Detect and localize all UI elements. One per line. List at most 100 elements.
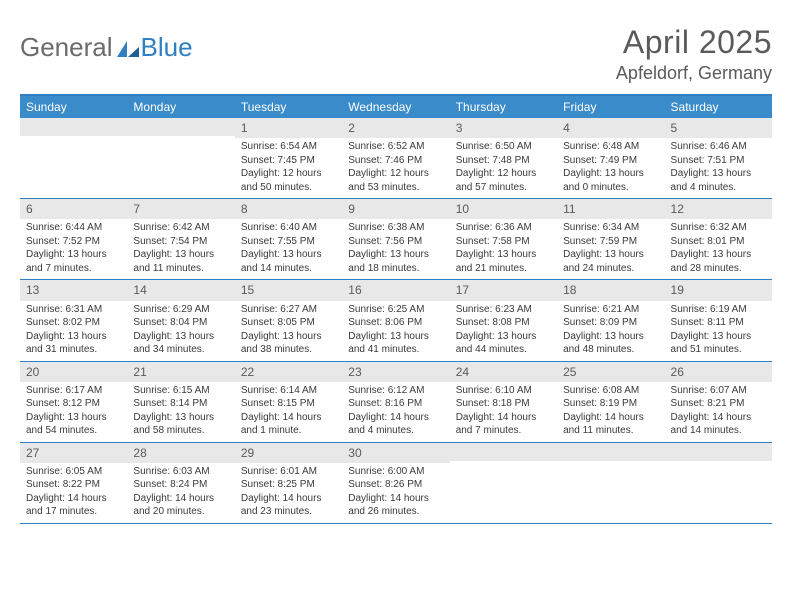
day-details: Sunrise: 6:40 AMSunset: 7:55 PMDaylight:… bbox=[235, 219, 342, 279]
day-number: 4 bbox=[557, 118, 664, 138]
day-details: Sunrise: 6:44 AMSunset: 7:52 PMDaylight:… bbox=[20, 219, 127, 279]
day-details: Sunrise: 6:00 AMSunset: 8:26 PMDaylight:… bbox=[342, 463, 449, 523]
day-details: Sunrise: 6:52 AMSunset: 7:46 PMDaylight:… bbox=[342, 138, 449, 198]
day-cell: 15Sunrise: 6:27 AMSunset: 8:05 PMDayligh… bbox=[235, 280, 342, 360]
week-row: 1Sunrise: 6:54 AMSunset: 7:45 PMDaylight… bbox=[20, 118, 772, 199]
day-number: 10 bbox=[450, 199, 557, 219]
day-details: Sunrise: 6:27 AMSunset: 8:05 PMDaylight:… bbox=[235, 301, 342, 361]
day-header: Sunday bbox=[20, 96, 127, 118]
day-cell: 30Sunrise: 6:00 AMSunset: 8:26 PMDayligh… bbox=[342, 443, 449, 523]
day-cell: 11Sunrise: 6:34 AMSunset: 7:59 PMDayligh… bbox=[557, 199, 664, 279]
day-cell: 14Sunrise: 6:29 AMSunset: 8:04 PMDayligh… bbox=[127, 280, 234, 360]
brand-logo: General Blue bbox=[20, 24, 193, 63]
day-number: 11 bbox=[557, 199, 664, 219]
day-number: 3 bbox=[450, 118, 557, 138]
day-number: 25 bbox=[557, 362, 664, 382]
day-cell: 3Sunrise: 6:50 AMSunset: 7:48 PMDaylight… bbox=[450, 118, 557, 198]
day-details: Sunrise: 6:17 AMSunset: 8:12 PMDaylight:… bbox=[20, 382, 127, 442]
day-details: Sunrise: 6:38 AMSunset: 7:56 PMDaylight:… bbox=[342, 219, 449, 279]
day-details: Sunrise: 6:32 AMSunset: 8:01 PMDaylight:… bbox=[665, 219, 772, 279]
day-number: 5 bbox=[665, 118, 772, 138]
calendar-page: General Blue April 2025 Apfeldorf, Germa… bbox=[0, 0, 792, 548]
day-number: 28 bbox=[127, 443, 234, 463]
day-cell: 17Sunrise: 6:23 AMSunset: 8:08 PMDayligh… bbox=[450, 280, 557, 360]
day-number bbox=[557, 443, 664, 461]
day-details: Sunrise: 6:50 AMSunset: 7:48 PMDaylight:… bbox=[450, 138, 557, 198]
day-number bbox=[20, 118, 127, 136]
day-details: Sunrise: 6:25 AMSunset: 8:06 PMDaylight:… bbox=[342, 301, 449, 361]
day-details: Sunrise: 6:34 AMSunset: 7:59 PMDaylight:… bbox=[557, 219, 664, 279]
day-cell: 28Sunrise: 6:03 AMSunset: 8:24 PMDayligh… bbox=[127, 443, 234, 523]
day-number: 24 bbox=[450, 362, 557, 382]
day-cell bbox=[450, 443, 557, 523]
day-cell: 21Sunrise: 6:15 AMSunset: 8:14 PMDayligh… bbox=[127, 362, 234, 442]
day-number: 14 bbox=[127, 280, 234, 300]
day-details: Sunrise: 6:08 AMSunset: 8:19 PMDaylight:… bbox=[557, 382, 664, 442]
day-details: Sunrise: 6:05 AMSunset: 8:22 PMDaylight:… bbox=[20, 463, 127, 523]
day-number: 18 bbox=[557, 280, 664, 300]
day-number: 1 bbox=[235, 118, 342, 138]
day-number: 7 bbox=[127, 199, 234, 219]
day-details: Sunrise: 6:12 AMSunset: 8:16 PMDaylight:… bbox=[342, 382, 449, 442]
day-header-row: Sunday Monday Tuesday Wednesday Thursday… bbox=[20, 96, 772, 118]
day-number: 29 bbox=[235, 443, 342, 463]
day-cell: 4Sunrise: 6:48 AMSunset: 7:49 PMDaylight… bbox=[557, 118, 664, 198]
day-cell: 7Sunrise: 6:42 AMSunset: 7:54 PMDaylight… bbox=[127, 199, 234, 279]
day-cell: 5Sunrise: 6:46 AMSunset: 7:51 PMDaylight… bbox=[665, 118, 772, 198]
day-number bbox=[127, 118, 234, 136]
day-cell: 26Sunrise: 6:07 AMSunset: 8:21 PMDayligh… bbox=[665, 362, 772, 442]
day-number: 6 bbox=[20, 199, 127, 219]
day-cell bbox=[127, 118, 234, 198]
day-details: Sunrise: 6:31 AMSunset: 8:02 PMDaylight:… bbox=[20, 301, 127, 361]
day-cell bbox=[665, 443, 772, 523]
day-cell: 24Sunrise: 6:10 AMSunset: 8:18 PMDayligh… bbox=[450, 362, 557, 442]
day-number: 27 bbox=[20, 443, 127, 463]
day-number: 8 bbox=[235, 199, 342, 219]
day-cell: 20Sunrise: 6:17 AMSunset: 8:12 PMDayligh… bbox=[20, 362, 127, 442]
day-details: Sunrise: 6:14 AMSunset: 8:15 PMDaylight:… bbox=[235, 382, 342, 442]
week-row: 6Sunrise: 6:44 AMSunset: 7:52 PMDaylight… bbox=[20, 199, 772, 280]
header: General Blue April 2025 Apfeldorf, Germa… bbox=[20, 24, 772, 84]
day-details: Sunrise: 6:21 AMSunset: 8:09 PMDaylight:… bbox=[557, 301, 664, 361]
location: Apfeldorf, Germany bbox=[616, 63, 772, 84]
day-details: Sunrise: 6:29 AMSunset: 8:04 PMDaylight:… bbox=[127, 301, 234, 361]
day-number bbox=[450, 443, 557, 461]
day-number: 21 bbox=[127, 362, 234, 382]
month-title: April 2025 bbox=[616, 24, 772, 61]
day-details: Sunrise: 6:36 AMSunset: 7:58 PMDaylight:… bbox=[450, 219, 557, 279]
day-number bbox=[665, 443, 772, 461]
day-cell: 19Sunrise: 6:19 AMSunset: 8:11 PMDayligh… bbox=[665, 280, 772, 360]
day-number: 19 bbox=[665, 280, 772, 300]
day-details: Sunrise: 6:46 AMSunset: 7:51 PMDaylight:… bbox=[665, 138, 772, 198]
day-cell: 29Sunrise: 6:01 AMSunset: 8:25 PMDayligh… bbox=[235, 443, 342, 523]
weeks-container: 1Sunrise: 6:54 AMSunset: 7:45 PMDaylight… bbox=[20, 118, 772, 524]
day-cell bbox=[557, 443, 664, 523]
day-cell: 27Sunrise: 6:05 AMSunset: 8:22 PMDayligh… bbox=[20, 443, 127, 523]
day-cell: 9Sunrise: 6:38 AMSunset: 7:56 PMDaylight… bbox=[342, 199, 449, 279]
day-header: Monday bbox=[127, 96, 234, 118]
day-details: Sunrise: 6:54 AMSunset: 7:45 PMDaylight:… bbox=[235, 138, 342, 198]
day-details: Sunrise: 6:23 AMSunset: 8:08 PMDaylight:… bbox=[450, 301, 557, 361]
brand-part1: General bbox=[20, 32, 113, 63]
title-block: April 2025 Apfeldorf, Germany bbox=[616, 24, 772, 84]
day-number: 2 bbox=[342, 118, 449, 138]
day-number: 26 bbox=[665, 362, 772, 382]
week-row: 13Sunrise: 6:31 AMSunset: 8:02 PMDayligh… bbox=[20, 280, 772, 361]
day-details: Sunrise: 6:03 AMSunset: 8:24 PMDaylight:… bbox=[127, 463, 234, 523]
day-cell: 13Sunrise: 6:31 AMSunset: 8:02 PMDayligh… bbox=[20, 280, 127, 360]
day-header: Wednesday bbox=[342, 96, 449, 118]
day-header: Friday bbox=[557, 96, 664, 118]
day-number: 17 bbox=[450, 280, 557, 300]
day-cell: 2Sunrise: 6:52 AMSunset: 7:46 PMDaylight… bbox=[342, 118, 449, 198]
day-number: 23 bbox=[342, 362, 449, 382]
day-cell: 23Sunrise: 6:12 AMSunset: 8:16 PMDayligh… bbox=[342, 362, 449, 442]
day-cell: 6Sunrise: 6:44 AMSunset: 7:52 PMDaylight… bbox=[20, 199, 127, 279]
day-cell: 16Sunrise: 6:25 AMSunset: 8:06 PMDayligh… bbox=[342, 280, 449, 360]
day-details: Sunrise: 6:10 AMSunset: 8:18 PMDaylight:… bbox=[450, 382, 557, 442]
day-cell: 22Sunrise: 6:14 AMSunset: 8:15 PMDayligh… bbox=[235, 362, 342, 442]
day-cell: 10Sunrise: 6:36 AMSunset: 7:58 PMDayligh… bbox=[450, 199, 557, 279]
week-row: 27Sunrise: 6:05 AMSunset: 8:22 PMDayligh… bbox=[20, 443, 772, 524]
calendar: Sunday Monday Tuesday Wednesday Thursday… bbox=[20, 94, 772, 524]
day-cell: 1Sunrise: 6:54 AMSunset: 7:45 PMDaylight… bbox=[235, 118, 342, 198]
day-header: Tuesday bbox=[235, 96, 342, 118]
